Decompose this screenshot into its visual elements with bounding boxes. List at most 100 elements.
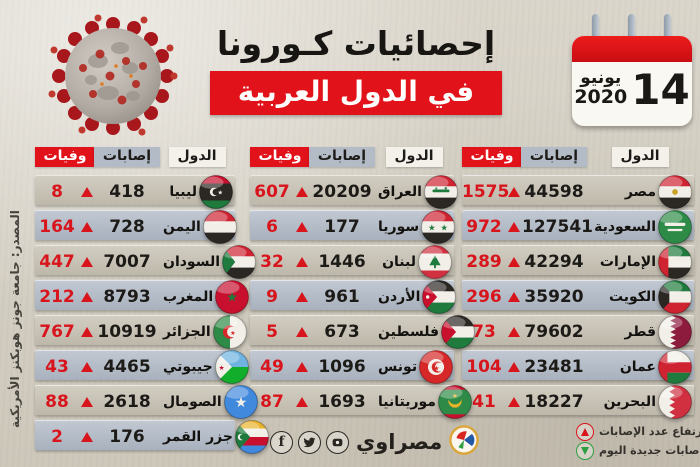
facebook-icon: f: [278, 434, 285, 450]
flag-yemen-icon: [202, 210, 237, 244]
table-row: 1575 44598 مصر: [462, 175, 694, 209]
flag-mauritania-icon: ★: [438, 385, 472, 419]
deaths-value: 9: [266, 287, 278, 307]
country-name: البحرين: [603, 394, 656, 410]
cases-value: 673: [324, 322, 360, 342]
subtitle: في الدول العربية: [210, 71, 502, 115]
table-row: 8 418 ليبيا ★: [35, 175, 235, 209]
calendar-red-band: [572, 36, 692, 62]
country-name: العراق: [378, 184, 422, 200]
deaths-value: 607: [254, 182, 290, 202]
column-header-deaths: وفيات: [34, 147, 96, 167]
deaths-value: 447: [39, 252, 75, 272]
column-header-cases: إصابات: [520, 147, 588, 167]
trend-up-icon: [508, 362, 520, 372]
statistics-table: وفيات إصابات الدول 1575 44598 مصر 972 127541…: [0, 146, 700, 458]
country-name: الكويت: [608, 289, 656, 305]
flag-morocco-icon: ★: [215, 280, 250, 314]
flag-bahrain-icon: [658, 385, 692, 419]
trend-up-icon: [81, 432, 93, 442]
deaths-value: 88: [45, 392, 69, 412]
cases-value: 1096: [318, 357, 366, 377]
brand-block: مصراوي f: [270, 425, 480, 459]
country-name: تونس: [378, 359, 418, 375]
deaths-value: 41: [472, 392, 496, 412]
flag-sudan-icon: [222, 245, 256, 279]
cases-value: 79602: [524, 322, 584, 342]
deaths-value: 8: [51, 182, 63, 202]
facebook-button[interactable]: f: [270, 430, 293, 454]
table-row: 2 176 جزر القمر: [35, 420, 269, 454]
cases-value: 961: [324, 287, 360, 307]
flag-algeria-icon: ★: [212, 315, 247, 349]
svg-text:★: ★: [218, 364, 224, 372]
trend-up-icon: [81, 362, 93, 372]
trend-up-icon: [296, 327, 308, 337]
trend-up-icon: [508, 292, 520, 302]
country-name: موريتانيا: [378, 394, 436, 410]
country-name: فلسطين: [378, 324, 440, 340]
country-name: مصر: [624, 184, 656, 200]
svg-text:★: ★: [452, 392, 458, 400]
country-name: الجزائر: [163, 324, 211, 340]
cases-value: 728: [109, 217, 145, 237]
table-row: 73 79602 قطر: [462, 315, 694, 349]
deaths-value: 6: [266, 217, 278, 237]
country-name: السعودية: [594, 219, 656, 235]
trend-up-icon: [81, 397, 93, 407]
deaths-value: 32: [260, 252, 284, 272]
table-group-middle: وفيات إصابات الدول 607 20209 العراق 6 177 سور…: [249, 146, 475, 420]
trend-up-icon: [296, 397, 308, 407]
table-row: 164 728 اليمن: [35, 210, 237, 244]
calendar-date: 14 يونيو 2020: [572, 14, 692, 128]
cases-value: 1446: [318, 252, 366, 272]
flag-kuwait-icon: [658, 280, 692, 314]
flag-djibouti-icon: ★: [214, 350, 249, 384]
table-row: 104 23481 عمان: [462, 350, 694, 384]
legend-up-icon: [576, 422, 594, 441]
table-row: 767 10919 الجزائر ★: [35, 315, 247, 349]
calendar-year: 2020: [574, 86, 628, 109]
cases-value: 127541: [522, 217, 593, 237]
country-name: الإمارات: [599, 254, 656, 270]
deaths-value: 164: [39, 217, 75, 237]
table-row: 296 35920 الكويت: [462, 280, 694, 314]
flag-libya-icon: ★: [199, 175, 233, 209]
cases-value: 8793: [103, 287, 151, 307]
twitter-button[interactable]: [298, 430, 321, 454]
legend-item: إرتفاع عدد الإصابات: [576, 422, 700, 441]
trend-up-icon: [81, 257, 93, 267]
table-group-right: وفيات إصابات الدول 1575 44598 مصر 972 127541…: [461, 146, 694, 420]
table-row: 49 1096 تونس ★: [250, 350, 454, 384]
country-name: عمان: [619, 359, 656, 375]
svg-text:★: ★: [440, 223, 448, 233]
table-row: 289 42294 الإمارات: [462, 245, 694, 279]
cases-value: 10919: [97, 322, 157, 342]
deaths-value: 1575: [462, 182, 510, 202]
column-header-cases: إصابات: [93, 147, 161, 167]
column-headers: وفيات إصابات الدول: [461, 146, 694, 168]
country-name: سوريا: [378, 219, 420, 235]
table-group-left: وفيات إصابات الدول 8 418 ليبيا ★ 164 728 اليمن…: [34, 146, 269, 455]
table-row: 607 20209 العراق: [250, 175, 458, 209]
deaths-value: 49: [260, 357, 284, 377]
calendar-ring: [592, 14, 599, 42]
table-row: 447 7007 السودان: [35, 245, 256, 279]
trend-up-icon: [81, 327, 93, 337]
country-name: اليمن: [163, 219, 201, 235]
flag-somalia-icon: ★: [223, 385, 258, 419]
cases-value: 176: [109, 427, 145, 447]
youtube-icon: [332, 438, 343, 446]
flag-comoros-icon: [235, 420, 269, 454]
country-name: ليبيا: [169, 184, 197, 200]
youtube-button[interactable]: [326, 430, 349, 454]
column-header-deaths: وفيات: [461, 147, 523, 167]
table-row: 6 177 سوريا ★ ★: [250, 210, 456, 244]
column-header-country: الدول: [385, 147, 443, 167]
table-row: 43 4465 جيبوتي ★: [35, 350, 249, 384]
trend-up-icon: [508, 257, 520, 267]
table-row: 41 18227 البحرين: [462, 385, 694, 419]
brand-name: مصراوي: [356, 430, 443, 454]
flag-uae-icon: [658, 245, 692, 279]
